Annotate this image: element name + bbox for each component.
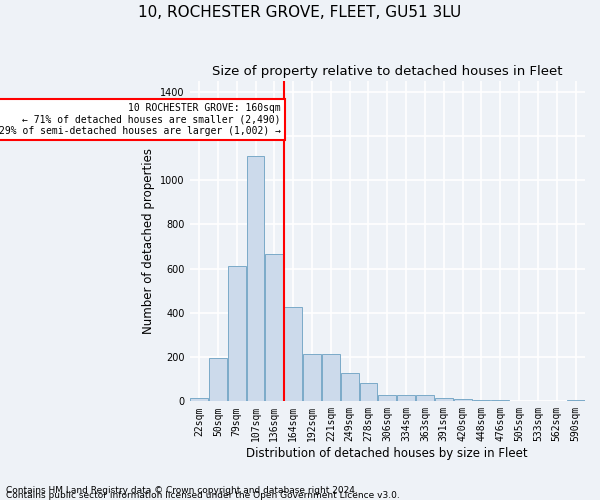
Bar [416, 395, 434, 402]
Bar [341, 372, 359, 402]
Bar [228, 266, 245, 402]
Bar [303, 354, 321, 402]
Text: Contains HM Land Registry data © Crown copyright and database right 2024.: Contains HM Land Registry data © Crown c… [6, 486, 358, 495]
Bar [473, 400, 490, 402]
Bar [247, 156, 265, 402]
Bar [190, 398, 208, 402]
Bar [209, 358, 227, 402]
Bar [322, 354, 340, 402]
Text: 10 ROCHESTER GROVE: 160sqm
← 71% of detached houses are smaller (2,490)
29% of s: 10 ROCHESTER GROVE: 160sqm ← 71% of deta… [0, 102, 281, 136]
Y-axis label: Number of detached properties: Number of detached properties [142, 148, 155, 334]
Bar [284, 308, 302, 402]
Bar [397, 395, 415, 402]
Bar [435, 398, 453, 402]
Bar [359, 382, 377, 402]
Bar [379, 394, 396, 402]
Text: Contains public sector information licensed under the Open Government Licence v3: Contains public sector information licen… [6, 490, 400, 500]
X-axis label: Distribution of detached houses by size in Fleet: Distribution of detached houses by size … [247, 447, 528, 460]
Title: Size of property relative to detached houses in Fleet: Size of property relative to detached ho… [212, 65, 563, 78]
Text: 10, ROCHESTER GROVE, FLEET, GU51 3LU: 10, ROCHESTER GROVE, FLEET, GU51 3LU [139, 5, 461, 20]
Bar [265, 254, 283, 402]
Bar [491, 400, 509, 402]
Bar [454, 398, 472, 402]
Bar [566, 400, 584, 402]
